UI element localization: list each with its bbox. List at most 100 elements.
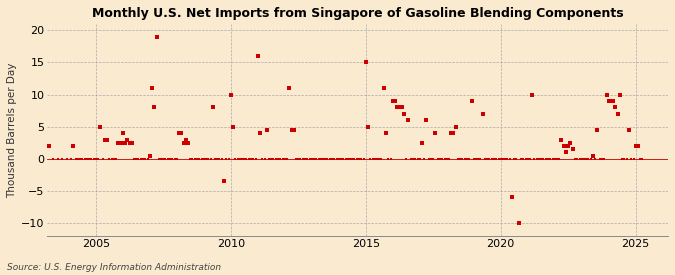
Point [286,128,297,132]
Point [612,112,623,116]
Point [491,157,502,161]
Y-axis label: Thousand Barrels per Day: Thousand Barrels per Day [7,62,17,198]
Point [480,157,491,161]
Point [572,157,583,161]
Point [509,157,520,161]
Point [578,157,589,161]
Point [430,131,441,135]
Point [102,138,113,142]
Point [520,157,531,161]
Point [551,157,562,161]
Point [306,157,317,161]
Point [576,157,587,161]
Point [219,179,230,184]
Point [268,157,279,161]
Point [362,125,373,129]
Point [142,157,153,161]
Point [428,157,439,161]
Point [158,157,169,161]
Point [626,157,637,161]
Point [329,157,340,161]
Point [194,157,205,161]
Point [632,144,643,148]
Point [455,157,466,161]
Point [482,157,493,161]
Point [500,157,511,161]
Point [223,157,234,161]
Point [558,144,569,148]
Point [61,157,72,161]
Point [443,157,454,161]
Point [624,128,634,132]
Point [502,157,513,161]
Point [129,157,140,161]
Point [288,128,299,132]
Point [367,157,378,161]
Point [349,157,360,161]
Point [70,157,81,161]
Point [149,105,160,110]
Point [205,157,216,161]
Point [196,157,207,161]
Point [489,157,500,161]
Point [250,157,261,161]
Point [252,54,263,58]
Point [437,157,448,161]
Point [187,157,198,161]
Point [462,157,472,161]
Point [237,157,248,161]
Point [246,157,256,161]
Point [545,157,556,161]
Point [293,157,304,161]
Point [248,157,259,161]
Point [156,157,167,161]
Point [200,157,211,161]
Point [527,92,538,97]
Point [635,157,646,161]
Point [318,157,329,161]
Point [176,131,187,135]
Point [88,157,99,161]
Point [320,157,331,161]
Point [617,157,628,161]
Point [104,157,115,161]
Point [448,131,459,135]
Point [115,141,126,145]
Point [52,157,63,161]
Point [628,157,639,161]
Point [153,157,164,161]
Point [394,105,405,110]
Point [595,157,605,161]
Point [630,144,641,148]
Point [383,157,394,161]
Point [241,157,252,161]
Point [406,157,416,161]
Point [554,157,565,161]
Point [570,157,580,161]
Point [568,147,578,152]
Point [308,157,319,161]
Point [599,157,610,161]
Point [275,157,286,161]
Point [230,157,241,161]
Point [131,157,142,161]
Point [619,157,630,161]
Point [57,157,68,161]
Point [340,157,351,161]
Point [529,157,540,161]
Point [565,141,576,145]
Point [257,157,268,161]
Point [178,141,189,145]
Point [192,157,202,161]
Point [468,157,479,161]
Point [543,157,554,161]
Point [338,157,349,161]
Point [117,131,128,135]
Point [84,157,95,161]
Point [315,157,326,161]
Point [450,125,461,129]
Point [581,157,592,161]
Point [144,153,155,158]
Point [273,157,284,161]
Point [585,157,596,161]
